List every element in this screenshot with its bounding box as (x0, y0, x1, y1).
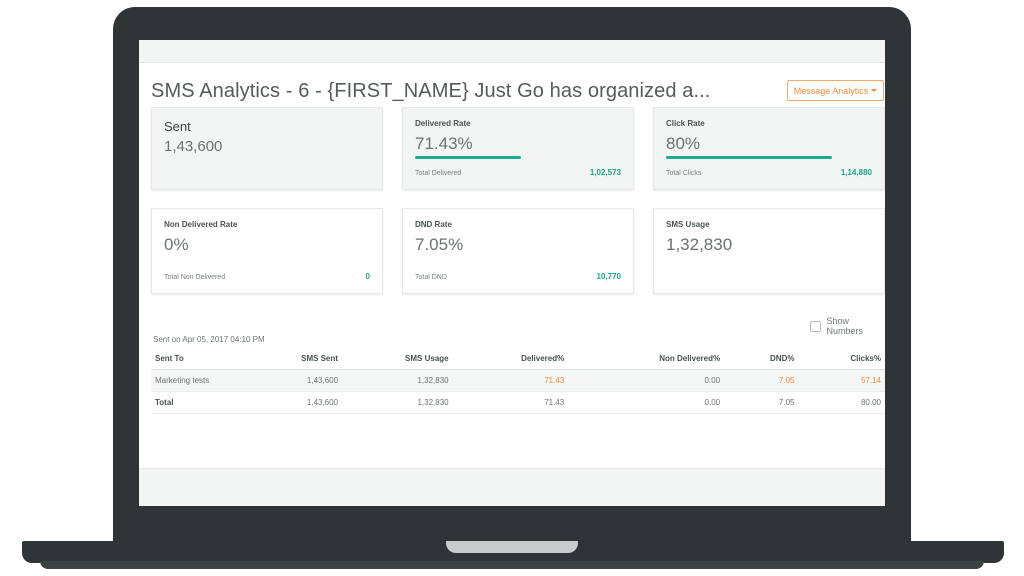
show-numbers-checkbox[interactable] (810, 320, 821, 332)
table-cell: 71.43 (452, 391, 569, 414)
column-header: SMS Usage (342, 349, 453, 370)
total-non-delivered-label: Total Non Delivered (164, 274, 226, 281)
table-total-row: Total 1,43,600 1,32,830 71.43 0.00 7.05 … (151, 391, 885, 414)
sms-usage-value: 1,32,830 (666, 235, 733, 254)
column-header: SMS Sent (271, 349, 343, 370)
total-non-delivered-value: 0 (365, 272, 370, 281)
table-cell: 57.14 (798, 369, 885, 392)
screen-bottom-bar (139, 468, 885, 506)
sent-value: 1,43,600 (164, 138, 223, 155)
sent-on-timestamp: Sent on Apr 05, 2017 04:10 PM (153, 335, 265, 344)
table-cell: 1,32,830 (342, 369, 453, 392)
total-delivered-value: 1,02,573 (589, 168, 621, 177)
non-delivered-rate-label: Non Delivered Rate (164, 220, 238, 229)
click-rate-label: Click Rate (666, 119, 705, 128)
dnd-rate-label: DND Rate (415, 220, 452, 229)
show-numbers-label: Show Numbers (826, 316, 864, 336)
table-cell: 0.00 (568, 369, 725, 392)
message-analytics-label: Message Analytics (793, 85, 869, 96)
results-table: Sent To SMS Sent SMS Usage Delivered% No… (151, 349, 885, 414)
table-header-row: Sent To SMS Sent SMS Usage Delivered% No… (151, 349, 885, 370)
total-delivered-label: Total Delivered (415, 170, 462, 177)
laptop-notch (446, 541, 578, 553)
delivered-rate-label: Delivered Rate (415, 119, 471, 128)
total-clicks-label: Total Clicks (666, 170, 702, 177)
screen-top-bar (139, 40, 885, 63)
column-header: Non Delivered% (568, 349, 725, 370)
table-cell: 80.00 (798, 391, 885, 414)
delivered-progress-bar (415, 156, 563, 159)
total-dnd-value: 10,770 (596, 272, 621, 281)
click-progress-fill (666, 156, 833, 159)
delivered-rate-card: Delivered Rate 71.43% Total Delivered 1,… (402, 107, 634, 190)
column-header: Sent To (151, 349, 272, 370)
table-cell: 71.43 (452, 369, 569, 392)
sent-label: Sent (164, 119, 191, 134)
sent-card: Sent 1,43,600 (151, 107, 383, 190)
total-dnd-label: Total DND (415, 274, 447, 281)
laptop-base-shadow (40, 561, 984, 569)
dnd-rate-card: DND Rate 7.05% Total DND 10,770 (402, 208, 634, 294)
total-clicks-value: 1,14,880 (840, 168, 872, 177)
sms-usage-card: SMS Usage 1,32,830 (653, 208, 885, 294)
dnd-rate-value: 7.05% (415, 235, 464, 254)
column-header: Clicks% (798, 349, 885, 370)
table-row: Marketing tests 1,43,600 1,32,830 71.43 … (151, 369, 885, 392)
non-delivered-rate-card: Non Delivered Rate 0% Total Non Delivere… (151, 208, 383, 294)
table-cell: 1,32,830 (342, 391, 453, 414)
sms-usage-label: SMS Usage (666, 220, 710, 229)
table-cell: 0.00 (568, 391, 725, 414)
table-cell: Total (151, 391, 272, 414)
table-cell: 1,43,600 (271, 369, 343, 392)
page-title: SMS Analytics - 6 - {FIRST_NAME} Just Go… (151, 80, 711, 102)
delivered-rate-value: 71.43% (415, 134, 473, 153)
click-rate-card: Click Rate 80% Total Clicks 1,14,880 (653, 107, 885, 190)
table-cell: 1,43,600 (271, 391, 343, 414)
caret-down-icon (871, 89, 878, 92)
non-delivered-rate-value: 0% (164, 235, 189, 254)
delivered-progress-fill (415, 156, 521, 159)
laptop-screen: SMS Analytics - 6 - {FIRST_NAME} Just Go… (139, 40, 885, 506)
message-analytics-dropdown[interactable]: Message Analytics (787, 80, 884, 101)
table-cell: 7.05 (724, 391, 799, 414)
table-cell: Marketing tests (151, 369, 272, 392)
click-progress-bar (666, 156, 874, 159)
table-cell: 7.05 (724, 369, 799, 392)
column-header: DND% (724, 349, 799, 370)
column-header: Delivered% (452, 349, 569, 370)
click-rate-value: 80% (666, 134, 701, 153)
show-numbers-toggle[interactable]: Show Numbers (810, 316, 885, 336)
